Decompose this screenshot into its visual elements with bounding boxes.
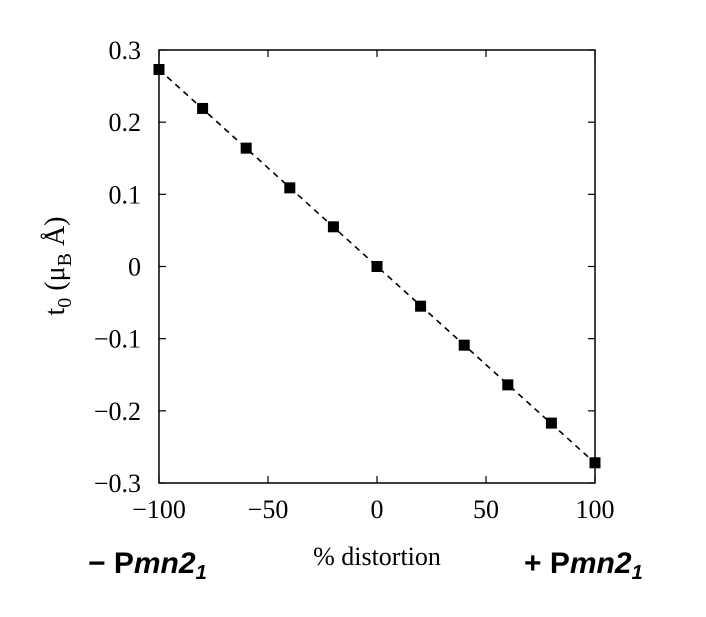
- y-axis-label-unit-open: (μ: [40, 266, 71, 297]
- annotation-right: + Pmn21: [524, 547, 643, 584]
- data-point-marker: [240, 142, 252, 154]
- annotation-left-sub: 1: [196, 562, 207, 584]
- x-tick-label: 50: [473, 495, 499, 524]
- y-axis-label: t0 (μB Å): [40, 216, 76, 315]
- data-point-marker: [284, 182, 296, 194]
- x-tick-label: −50: [248, 495, 289, 524]
- y-tick-label: 0.3: [109, 36, 142, 65]
- data-point-marker: [458, 339, 470, 351]
- x-axis-label: % distortion: [313, 542, 441, 571]
- data-point-marker: [371, 261, 383, 272]
- data-point-marker: [153, 63, 165, 75]
- axis-ticks: 0.3 0.2 0.1 0 −0.1 −0.2 −0.3−100 −50 0 50 100: [94, 36, 615, 524]
- data-point-marker: [327, 221, 339, 233]
- fit-line: [158, 68, 596, 464]
- annotation-left-italic: mn2: [134, 547, 196, 580]
- y-tick-label: −0.3: [94, 469, 141, 498]
- data-point-marker: [502, 379, 514, 391]
- y-axis-label-sub: 0: [54, 298, 76, 308]
- y-axis-label-unit-sub: B: [54, 253, 76, 266]
- y-tick-label: −0.1: [94, 325, 141, 354]
- x-tick-label: −100: [132, 495, 186, 524]
- y-axis-label-unit-close: Å): [40, 216, 71, 253]
- y-tick-label: −0.2: [94, 397, 141, 426]
- annotation-right-sub: 1: [632, 562, 643, 584]
- y-tick-label: 0: [128, 253, 141, 282]
- data-point-marker: [589, 457, 601, 469]
- data-point-marker: [545, 417, 557, 429]
- annotation-right-prefix: + P: [524, 547, 570, 580]
- y-tick-label: 0.1: [109, 180, 142, 209]
- data-markers: [153, 63, 601, 469]
- x-tick-label: 0: [371, 495, 384, 524]
- data-point-marker: [415, 300, 427, 312]
- y-axis-label-base: t: [40, 308, 71, 316]
- annotation-right-italic: mn2: [570, 547, 632, 580]
- annotation-left-prefix: − P: [88, 547, 134, 580]
- data-point-marker: [197, 102, 209, 114]
- annotation-left: − Pmn21: [88, 547, 207, 584]
- x-tick-label: 100: [576, 495, 615, 524]
- y-tick-label: 0.2: [109, 108, 142, 137]
